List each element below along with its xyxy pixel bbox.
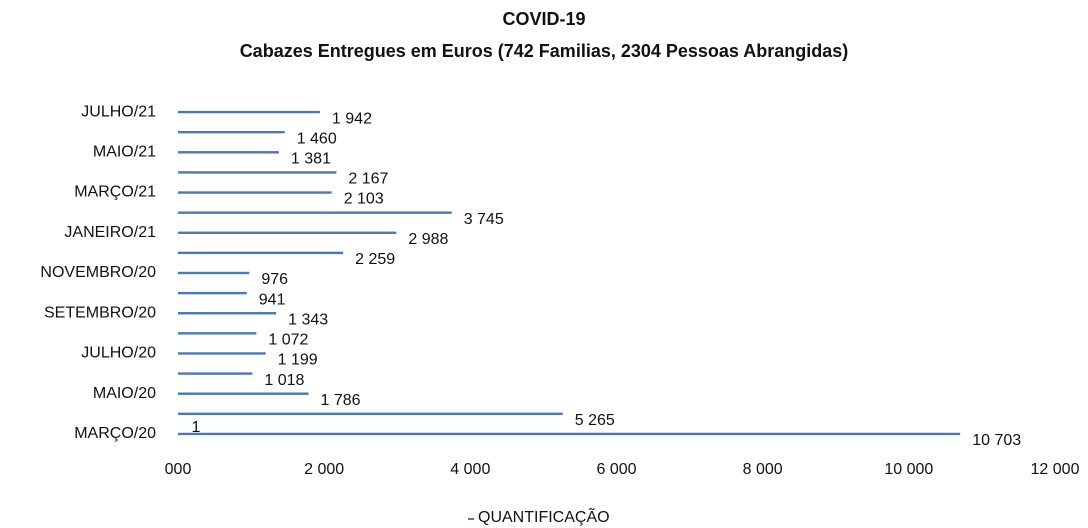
bar <box>178 432 961 436</box>
value-label: 2 167 <box>348 171 388 188</box>
value-label: 2 103 <box>344 191 384 208</box>
legend-label: QUANTIFICAÇÃO <box>478 506 610 526</box>
value-label: 1 381 <box>291 151 331 168</box>
value-label: 1 786 <box>321 392 361 409</box>
value-label: 1 018 <box>264 372 304 389</box>
value-label: 3 745 <box>464 211 504 228</box>
y-tick-label: SETEMBRO/20 <box>44 304 156 321</box>
x-tick-label: 10 000 <box>884 461 933 478</box>
y-tick-label: JULHO/21 <box>81 103 156 120</box>
value-label: 2 988 <box>408 231 448 248</box>
value-label: 1 072 <box>268 332 308 349</box>
bar <box>178 171 337 174</box>
x-tick-label: 2 000 <box>304 461 344 478</box>
bar <box>178 130 285 134</box>
y-tick-label: MARÇO/20 <box>74 425 156 442</box>
x-tick-label: 6 000 <box>596 461 636 478</box>
value-label: 1 199 <box>278 352 318 369</box>
bar <box>178 251 344 255</box>
chart-subtitle: Cabazes Entregues em Euros (742 Familias… <box>240 41 849 61</box>
bar <box>178 352 266 355</box>
bar <box>178 151 279 154</box>
value-label: 1 942 <box>332 110 372 127</box>
bar <box>178 191 332 194</box>
bar <box>178 332 257 335</box>
bar <box>178 231 397 234</box>
x-tick-label: 12 000 <box>1031 461 1080 478</box>
value-label: 941 <box>259 291 286 308</box>
y-tick-label: JANEIRO/21 <box>64 224 156 241</box>
bar <box>178 312 277 315</box>
x-tick-label: 8 000 <box>743 461 783 478</box>
y-tick-label: MARÇO/21 <box>74 184 156 201</box>
value-label: 2 259 <box>355 251 395 268</box>
bar <box>178 372 253 375</box>
bar <box>178 110 320 114</box>
value-label: 5 265 <box>575 412 615 429</box>
y-tick-label: MAIO/21 <box>93 144 156 161</box>
legend-swatch <box>468 518 474 520</box>
value-label: 1 343 <box>288 311 328 328</box>
value-label: 976 <box>261 271 288 288</box>
y-tick-label: JULHO/20 <box>81 345 156 362</box>
y-tick-label: NOVEMBRO/20 <box>40 264 156 281</box>
x-tick-label: 4 000 <box>450 461 490 478</box>
bar <box>178 392 309 395</box>
bar <box>178 271 250 275</box>
bar <box>178 211 452 214</box>
x-tick-label: 000 <box>165 461 192 478</box>
value-label: 1 460 <box>297 130 337 147</box>
y-tick-label: MAIO/20 <box>93 385 156 402</box>
value-label: 10 703 <box>972 432 1021 449</box>
bar <box>178 412 563 416</box>
bar <box>178 291 247 295</box>
annotation: 1 <box>192 419 201 436</box>
chart-title: COVID-19 <box>502 9 585 29</box>
